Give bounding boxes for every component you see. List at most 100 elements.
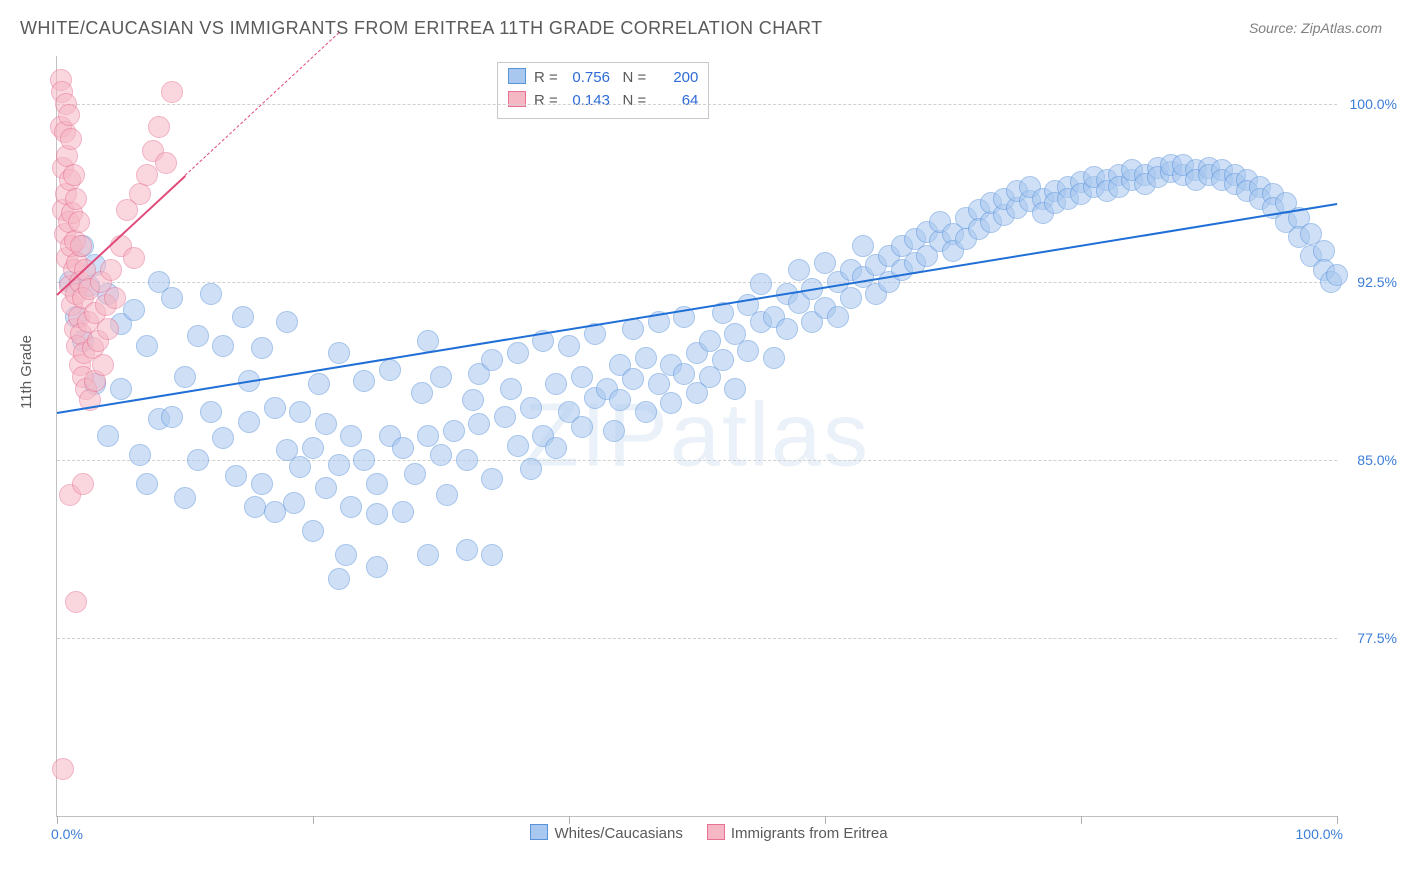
scatter-point bbox=[328, 454, 350, 476]
scatter-point bbox=[648, 373, 670, 395]
y-tick-label: 85.0% bbox=[1357, 452, 1397, 468]
scatter-point bbox=[392, 437, 414, 459]
scatter-point bbox=[353, 449, 375, 471]
x-tick bbox=[313, 816, 314, 824]
scatter-point bbox=[110, 378, 132, 400]
scatter-point bbox=[148, 116, 170, 138]
scatter-point bbox=[52, 758, 74, 780]
scatter-point bbox=[302, 520, 324, 542]
scatter-point bbox=[852, 235, 874, 257]
scatter-point bbox=[308, 373, 330, 395]
y-axis-label: 11th Grade bbox=[18, 335, 35, 409]
scatter-point bbox=[123, 299, 145, 321]
scatter-point bbox=[417, 544, 439, 566]
scatter-point bbox=[827, 306, 849, 328]
scatter-point bbox=[840, 287, 862, 309]
scatter-point bbox=[494, 406, 516, 428]
stats-row: R = 0.756 N = 200 bbox=[508, 67, 698, 90]
stat-n-label: N = bbox=[610, 92, 650, 109]
scatter-point bbox=[456, 539, 478, 561]
plot-area: ZIPatlas R = 0.756 N = 200R = 0.143 N = … bbox=[56, 56, 1337, 817]
scatter-point bbox=[68, 211, 90, 233]
stat-n-value: 200 bbox=[650, 67, 698, 90]
scatter-point bbox=[635, 347, 657, 369]
scatter-point bbox=[65, 188, 87, 210]
scatter-point bbox=[673, 363, 695, 385]
scatter-point bbox=[251, 473, 273, 495]
scatter-point bbox=[251, 337, 273, 359]
scatter-point bbox=[392, 501, 414, 523]
scatter-point bbox=[104, 287, 126, 309]
scatter-point bbox=[724, 378, 746, 400]
scatter-point bbox=[462, 389, 484, 411]
scatter-point bbox=[481, 349, 503, 371]
scatter-point bbox=[699, 330, 721, 352]
y-tick-label: 77.5% bbox=[1357, 630, 1397, 646]
scatter-point bbox=[161, 406, 183, 428]
stat-r-value: 0.756 bbox=[562, 67, 610, 90]
scatter-point bbox=[622, 368, 644, 390]
scatter-point bbox=[763, 347, 785, 369]
scatter-point bbox=[289, 456, 311, 478]
scatter-point bbox=[1326, 264, 1348, 286]
scatter-point bbox=[411, 382, 433, 404]
stat-r-label: R = bbox=[534, 69, 562, 86]
x-tick bbox=[1337, 816, 1338, 824]
scatter-point bbox=[750, 273, 772, 295]
scatter-point bbox=[776, 318, 798, 340]
scatter-point bbox=[430, 366, 452, 388]
scatter-point bbox=[136, 473, 158, 495]
scatter-point bbox=[97, 318, 119, 340]
y-tick-label: 100.0% bbox=[1350, 96, 1397, 112]
scatter-point bbox=[63, 164, 85, 186]
scatter-point bbox=[366, 556, 388, 578]
scatter-point bbox=[468, 413, 490, 435]
stat-n-label: N = bbox=[610, 69, 650, 86]
scatter-point bbox=[500, 378, 522, 400]
scatter-point bbox=[155, 152, 177, 174]
legend-label: Immigrants from Eritrea bbox=[731, 825, 888, 842]
scatter-point bbox=[443, 420, 465, 442]
scatter-point bbox=[161, 81, 183, 103]
scatter-point bbox=[507, 342, 529, 364]
scatter-point bbox=[328, 342, 350, 364]
scatter-point bbox=[264, 397, 286, 419]
scatter-point bbox=[232, 306, 254, 328]
scatter-point bbox=[814, 252, 836, 274]
scatter-point bbox=[161, 287, 183, 309]
scatter-point bbox=[92, 354, 114, 376]
stat-r-label: R = bbox=[534, 92, 562, 109]
scatter-point bbox=[225, 465, 247, 487]
legend-swatch bbox=[707, 824, 725, 840]
scatter-point bbox=[60, 128, 82, 150]
scatter-point bbox=[635, 401, 657, 423]
x-tick bbox=[569, 816, 570, 824]
scatter-point bbox=[123, 247, 145, 269]
scatter-point bbox=[58, 104, 80, 126]
scatter-point bbox=[238, 411, 260, 433]
scatter-point bbox=[353, 370, 375, 392]
scatter-point bbox=[200, 401, 222, 423]
legend-swatch bbox=[508, 68, 526, 84]
scatter-point bbox=[136, 164, 158, 186]
scatter-point bbox=[200, 283, 222, 305]
scatter-point bbox=[520, 397, 542, 419]
scatter-point bbox=[212, 427, 234, 449]
scatter-point bbox=[712, 349, 734, 371]
legend-label: Whites/Caucasians bbox=[554, 825, 682, 842]
scatter-point bbox=[571, 366, 593, 388]
scatter-point bbox=[97, 425, 119, 447]
scatter-point bbox=[187, 325, 209, 347]
scatter-point bbox=[417, 425, 439, 447]
scatter-point bbox=[430, 444, 452, 466]
scatter-point bbox=[366, 473, 388, 495]
legend-swatch bbox=[530, 824, 548, 840]
gridline bbox=[57, 638, 1337, 639]
scatter-point bbox=[436, 484, 458, 506]
scatter-point bbox=[70, 235, 92, 257]
scatter-point bbox=[622, 318, 644, 340]
scatter-point bbox=[481, 544, 503, 566]
scatter-point bbox=[328, 568, 350, 590]
scatter-point bbox=[315, 413, 337, 435]
scatter-point bbox=[609, 389, 631, 411]
